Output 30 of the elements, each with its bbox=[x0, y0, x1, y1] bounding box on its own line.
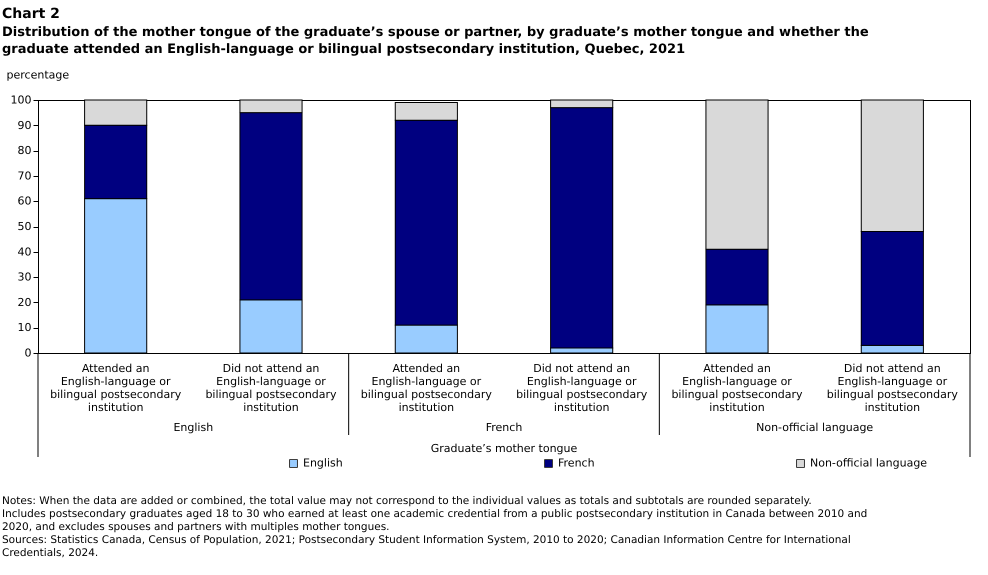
y-tick-label: 60 bbox=[18, 194, 32, 208]
y-tick-label: 70 bbox=[18, 169, 32, 182]
x-tick-label: Did not attend an English-language or bilingual postsecondary institution bbox=[205, 362, 338, 414]
y-tick-label: 10 bbox=[18, 321, 32, 334]
x-axis-title: Graduate’s mother tongue bbox=[430, 442, 578, 455]
y-tick-label: 50 bbox=[18, 220, 32, 233]
legend-label: Non-official language bbox=[810, 456, 928, 470]
y-axis-title: percentage bbox=[6, 68, 70, 82]
x-tick-label: Attended an English-language or bilingual postsecondary institution bbox=[671, 362, 804, 414]
x-tick-label: Attended an English-language or bilingual postsecondary institution bbox=[50, 362, 182, 414]
legend-label: French bbox=[558, 456, 595, 470]
source-note: Sources: Statistics Canada, Census of Population, 2021; Postsecondary Student Information System, 2010 to 2020; Canadian Information Centre for International Credentials, 2024. bbox=[2, 534, 851, 559]
text: Non-official language bbox=[756, 421, 874, 434]
text: Includes postsecondary graduates aged 18 to 30 who earned at least one academic credential from a public postsecondary institution in Canada between 2010 and 2020, and excludes spouses and partners with multiples mother tongues. bbox=[2, 508, 868, 533]
text: French bbox=[486, 421, 522, 434]
x-tick-label: Did not attend an English-language or bilingual postsecondary institution bbox=[826, 362, 958, 414]
x-tick-label: Attended an English-language or bilingual postsecondary institution bbox=[360, 362, 492, 414]
y-tick-label: 90 bbox=[18, 118, 32, 132]
y-tick-label: 0 bbox=[24, 346, 32, 360]
x-tick-label: Did not attend an English-language or bilingual postsecondary institution bbox=[516, 362, 648, 414]
y-tick-label: 100 bbox=[10, 94, 32, 106]
legend-label: English bbox=[303, 456, 343, 470]
y-tick-label: 80 bbox=[18, 144, 32, 158]
y-tick-label: 30 bbox=[18, 270, 32, 284]
y-tick-label: 40 bbox=[18, 245, 32, 258]
text: English bbox=[173, 421, 214, 434]
y-tick-label: 20 bbox=[18, 296, 32, 309]
text: Notes: When the data are added or combined, the total value may not correspond to the individual values as totals and subtotals are rounded separately. bbox=[2, 495, 812, 507]
chart-subtitle: Distribution of the mother tongue of the graduate’s spouse or partner, by graduate’s mother tongue and whether the graduate attended an English-language or bilingual postsecondary institution, Quebec, 2021 bbox=[2, 25, 869, 57]
chart-title: Chart 2 bbox=[2, 6, 60, 22]
